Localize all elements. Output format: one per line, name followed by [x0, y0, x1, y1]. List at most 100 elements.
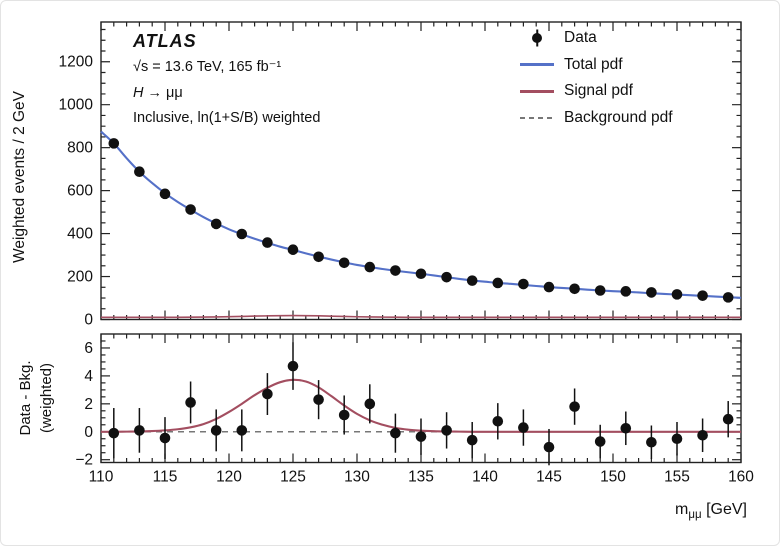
data-point-lower: [620, 422, 632, 434]
data-point-lower: [569, 401, 580, 412]
lower-y-tick-label: −2: [75, 452, 93, 469]
legend-entry-signal-pdf: Signal pdf: [520, 78, 673, 105]
x-tick-label: 130: [344, 469, 370, 486]
process-decay: → μμ: [143, 84, 183, 101]
data-point-lower: [441, 425, 452, 436]
data-point-lower: [185, 397, 196, 408]
data-point-lower: [262, 388, 273, 400]
data-point-lower: [518, 422, 529, 433]
total-pdf-swatch: [520, 63, 554, 67]
data-point-lower: [697, 429, 708, 441]
x-axis-title: mμμ [GeV]: [675, 501, 747, 521]
main-y-tick-label: 600: [67, 183, 93, 200]
data-point-lower: [646, 436, 657, 448]
data-point-main: [134, 166, 145, 178]
x-title-unit: [GeV]: [701, 501, 747, 518]
data-point-lower: [338, 409, 350, 421]
lower-y-tick-label: 6: [84, 340, 93, 357]
x-tick-label: 120: [216, 469, 242, 486]
process-label: H → μμ: [133, 85, 320, 101]
data-point-main: [441, 271, 452, 283]
lower-y-tick-label: 2: [84, 396, 93, 413]
data-point-main: [569, 283, 580, 295]
data-point-main: [620, 286, 632, 297]
data-point-main: [364, 261, 376, 273]
legend-entry-background-pdf: Background pdf: [520, 105, 673, 132]
main-panel-frame: [100, 21, 742, 321]
data-point-main: [287, 244, 299, 255]
data-point-lower: [313, 394, 324, 405]
x-tick-label: 110: [89, 469, 114, 486]
lower-y-axis-title: Data - Bkg. (weighted): [15, 337, 57, 459]
data-point-main: [466, 275, 478, 286]
data-point-main: [646, 287, 657, 298]
data-point-lower: [492, 415, 504, 427]
data-point-main: [185, 204, 196, 215]
experiment-label: ATLAS: [133, 31, 197, 51]
data-point-lower: [594, 436, 606, 447]
background-pdf-swatch: [520, 116, 554, 119]
data-point-main: [722, 292, 734, 303]
data-point-lower: [236, 425, 248, 436]
data-point-lower: [671, 433, 683, 445]
main-y-tick-label: 800: [67, 140, 93, 157]
data-point-main: [338, 257, 350, 269]
signal-pdf-curve-main: [101, 314, 741, 319]
data-point-main: [236, 228, 248, 240]
analysis-annotations: ATLAS √s = 13.6 TeV, 165 fb⁻¹ H → μμ Inc…: [133, 31, 320, 136]
data-point-main: [518, 278, 529, 290]
x-tick-label: 115: [153, 469, 178, 486]
main-y-tick-label: 1200: [59, 54, 94, 71]
x-title-subscript: μμ: [688, 509, 702, 522]
data-point-lower: [722, 413, 734, 425]
legend-entry-data: Data: [520, 25, 673, 52]
data-point-main: [415, 268, 427, 280]
data-point-main: [594, 285, 606, 296]
lower-y-tick-label: 0: [84, 424, 93, 441]
lower-y-axis-title-line1: Data - Bkg.: [17, 360, 34, 436]
data-point-lower: [466, 434, 478, 446]
data-point-lower: [108, 427, 120, 439]
legend-label-background-pdf: Background pdf: [564, 108, 673, 126]
x-tick-label: 135: [408, 469, 434, 486]
main-y-tick-label: 1000: [59, 97, 94, 114]
legend-entry-total-pdf: Total pdf: [520, 52, 673, 79]
x-tick-label: 145: [536, 469, 562, 486]
signal-pdf-swatch: [520, 89, 554, 93]
data-point-main: [262, 237, 273, 248]
x-tick-label: 160: [728, 469, 754, 486]
data-point-lower: [390, 427, 401, 439]
data-point-lower: [543, 441, 555, 453]
data-point-lower: [415, 431, 427, 442]
luminosity-label: √s = 13.6 TeV, 165 fb⁻¹: [133, 59, 282, 75]
x-tick-label: 155: [664, 469, 690, 486]
data-point-main: [390, 265, 401, 276]
data-point-lower: [364, 398, 376, 410]
lower-panel-frame: [100, 333, 742, 464]
data-point-main: [697, 290, 708, 301]
data-point-lower: [210, 425, 222, 436]
data-point-icon: [532, 33, 542, 44]
data-point-main: [671, 289, 683, 300]
data-point-lower: [134, 425, 145, 436]
legend: Data Total pdf Signal pdf Background pdf: [520, 25, 673, 131]
x-tick-label: 140: [472, 469, 498, 486]
legend-label-signal-pdf: Signal pdf: [564, 82, 633, 100]
data-point-lower: [287, 360, 299, 372]
data-point-lower: [159, 432, 171, 444]
data-marker-icon: [520, 29, 554, 47]
selection-label: Inclusive, ln(1+S/B) weighted: [133, 110, 321, 126]
x-tick-label: 150: [600, 469, 626, 486]
legend-label-total-pdf: Total pdf: [564, 55, 623, 73]
main-y-tick-label: 400: [67, 226, 93, 243]
data-point-main: [108, 138, 120, 149]
lower-y-axis-title-line2: (weighted): [38, 362, 55, 434]
data-point-main: [159, 188, 171, 200]
data-point-main: [543, 281, 555, 293]
main-y-axis-title: Weighted events / 2 GeV: [11, 90, 28, 264]
x-tick-label: 125: [280, 469, 306, 486]
data-point-main: [210, 218, 222, 230]
legend-label-data: Data: [564, 29, 597, 47]
